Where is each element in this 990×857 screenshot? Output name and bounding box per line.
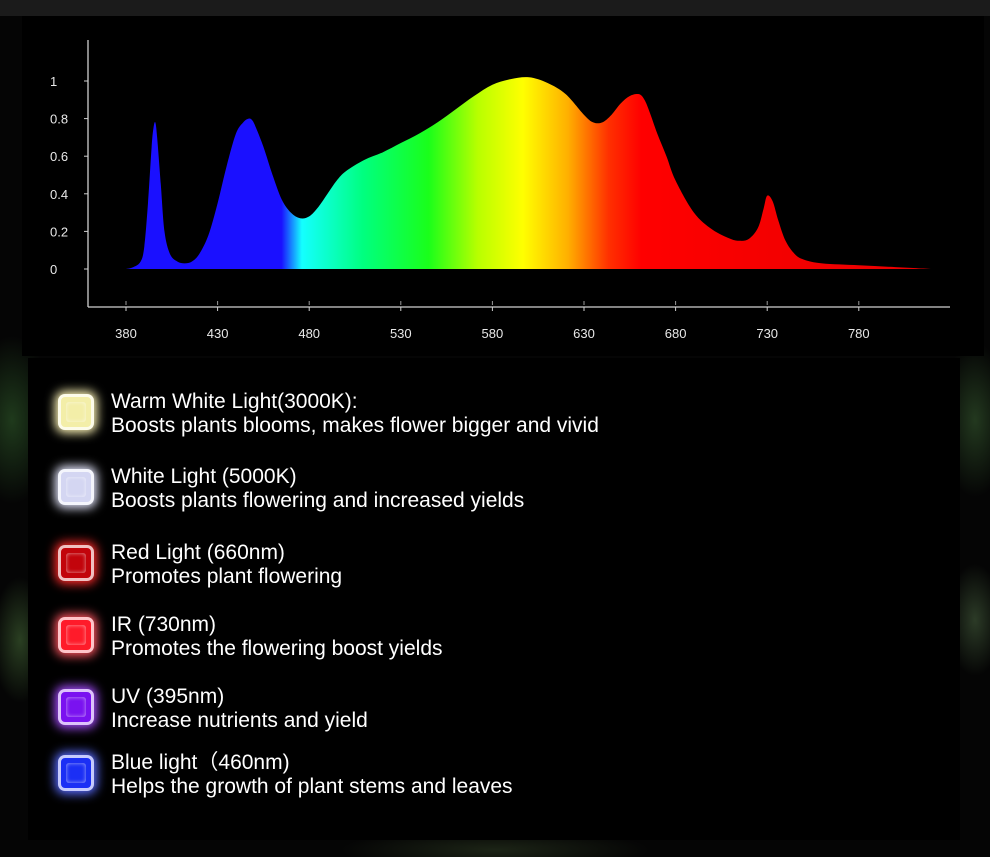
x-tick-label: 430 <box>207 326 229 341</box>
legend-item-title: Red Light (660nm) <box>111 541 285 564</box>
led-swatch-icon <box>58 689 94 725</box>
led-swatch-icon <box>58 469 94 505</box>
legend-item-title: IR (730nm) <box>111 613 217 636</box>
x-tick-label: 580 <box>482 326 504 341</box>
led-swatch-inner <box>66 402 86 422</box>
legend-item: IR (730nm) Promotes the flowering boost y… <box>58 613 938 673</box>
x-tick-label: 680 <box>665 326 687 341</box>
legend-item: UV (395nm) Increase nutrients and yield <box>58 685 938 745</box>
legend-item-description: Boosts plants flowering and increased yi… <box>111 489 525 512</box>
led-swatch-icon <box>58 394 94 430</box>
chart-axes <box>87 40 950 308</box>
led-swatch-inner <box>66 763 86 783</box>
legend-item-description: Helps the growth of plant stems and leav… <box>111 775 513 798</box>
legend-item-description: Boosts plants blooms, makes flower bigge… <box>111 414 599 437</box>
y-tick-label: 0 <box>50 262 57 277</box>
led-swatch-icon <box>58 755 94 791</box>
y-tick-label: 0.8 <box>50 112 68 127</box>
led-swatch-icon <box>58 617 94 653</box>
spectrum-chart-panel: 0 0.2 0.4 0.6 0.8 1 380 430 480 530 580 630 680 730 78… <box>22 16 984 356</box>
legend-item-title: UV (395nm) <box>111 685 225 708</box>
legend-item-description: Promotes plant flowering <box>111 565 343 588</box>
spectrum-chart: 0 0.2 0.4 0.6 0.8 1 380 430 480 530 580 630 680 730 78… <box>50 40 950 341</box>
led-swatch-inner <box>66 625 86 645</box>
legend-item: Red Light (660nm) Promotes plant flowerin… <box>58 541 938 601</box>
led-swatch-inner <box>66 697 86 717</box>
x-tick-label: 780 <box>848 326 870 341</box>
legend-panel: Warm White Light(3000K): Boosts plants bl… <box>28 358 960 840</box>
x-tick-label: 730 <box>756 326 778 341</box>
spectrum-area-series-0 <box>126 77 933 269</box>
y-tick-label: 0.2 <box>50 224 68 239</box>
led-swatch-inner <box>66 553 86 573</box>
legend-item: Warm White Light(3000K): Boosts plants bl… <box>58 390 938 450</box>
led-swatch-icon <box>58 545 94 581</box>
x-tick-label: 630 <box>573 326 595 341</box>
top-strip <box>0 0 990 16</box>
legend-item: Blue light（460nm) Helps the growth of pla… <box>58 751 938 811</box>
legend-item-title: Warm White Light(3000K): <box>111 390 358 413</box>
legend-item: White Light (5000K) Boosts plants floweri… <box>58 465 938 525</box>
x-tick-label: 480 <box>298 326 320 341</box>
y-tick-label: 0.6 <box>50 149 68 164</box>
legend-item-title: White Light (5000K) <box>111 465 297 488</box>
x-tick-label: 380 <box>115 326 137 341</box>
y-tick-label: 0.4 <box>50 187 68 202</box>
legend-item-title: Blue light（460nm) <box>111 751 290 774</box>
led-swatch-inner <box>66 477 86 497</box>
legend-item-description: Increase nutrients and yield <box>111 709 368 732</box>
legend-item-description: Promotes the flowering boost yields <box>111 637 443 660</box>
y-tick-label: 1 <box>50 74 57 89</box>
x-tick-label: 530 <box>390 326 412 341</box>
